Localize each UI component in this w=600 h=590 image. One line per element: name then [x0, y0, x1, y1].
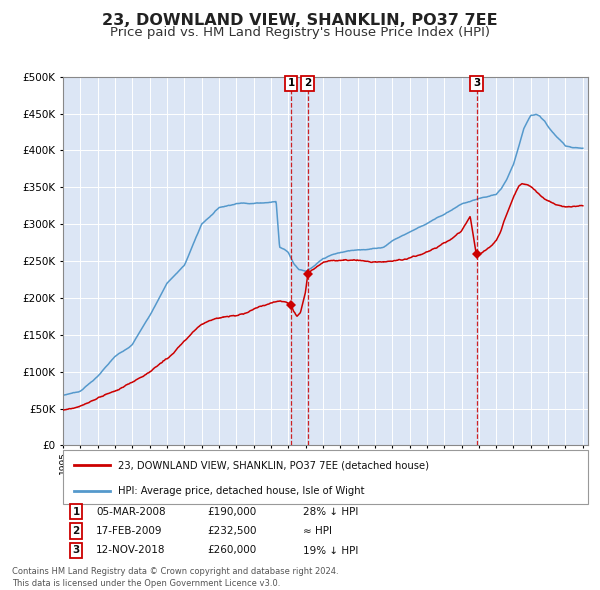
Text: 19% ↓ HPI: 19% ↓ HPI — [303, 546, 358, 555]
Text: ≈ HPI: ≈ HPI — [303, 526, 332, 536]
Text: 28% ↓ HPI: 28% ↓ HPI — [303, 507, 358, 516]
Bar — [291, 77, 308, 445]
Text: 1: 1 — [287, 78, 295, 88]
Text: Contains HM Land Registry data © Crown copyright and database right 2024.
This d: Contains HM Land Registry data © Crown c… — [12, 568, 338, 588]
Text: HPI: Average price, detached house, Isle of Wight: HPI: Average price, detached house, Isle… — [118, 486, 365, 496]
Text: £260,000: £260,000 — [207, 546, 256, 555]
Text: 2: 2 — [304, 78, 311, 88]
Text: 1: 1 — [73, 507, 80, 516]
Text: 12-NOV-2018: 12-NOV-2018 — [96, 546, 166, 555]
Text: £232,500: £232,500 — [207, 526, 257, 536]
Text: 05-MAR-2008: 05-MAR-2008 — [96, 507, 166, 516]
Text: 2: 2 — [73, 526, 80, 536]
Text: £190,000: £190,000 — [207, 507, 256, 516]
Text: 3: 3 — [473, 78, 480, 88]
Text: 23, DOWNLAND VIEW, SHANKLIN, PO37 7EE (detached house): 23, DOWNLAND VIEW, SHANKLIN, PO37 7EE (d… — [118, 460, 429, 470]
Text: 23, DOWNLAND VIEW, SHANKLIN, PO37 7EE: 23, DOWNLAND VIEW, SHANKLIN, PO37 7EE — [102, 13, 498, 28]
Text: Price paid vs. HM Land Registry's House Price Index (HPI): Price paid vs. HM Land Registry's House … — [110, 26, 490, 39]
FancyBboxPatch shape — [63, 450, 588, 504]
Text: 3: 3 — [73, 546, 80, 555]
Text: 17-FEB-2009: 17-FEB-2009 — [96, 526, 163, 536]
